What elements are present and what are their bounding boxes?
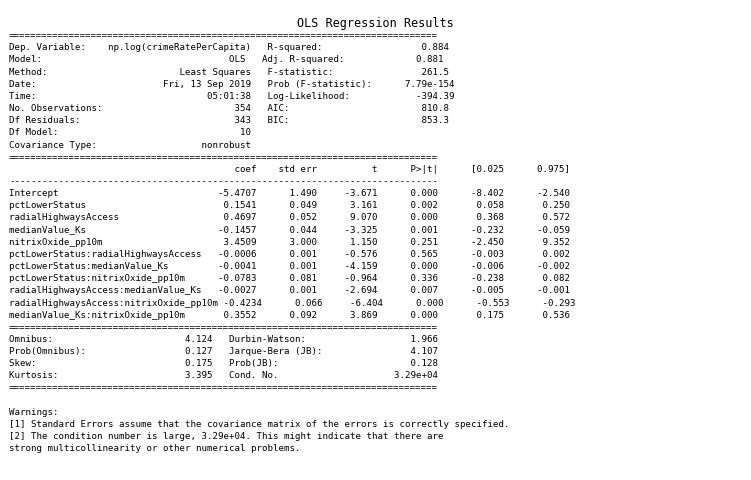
Text: ==============================================================================
D: ========================================…: [9, 31, 575, 453]
Text: OLS Regression Results: OLS Regression Results: [297, 17, 454, 30]
